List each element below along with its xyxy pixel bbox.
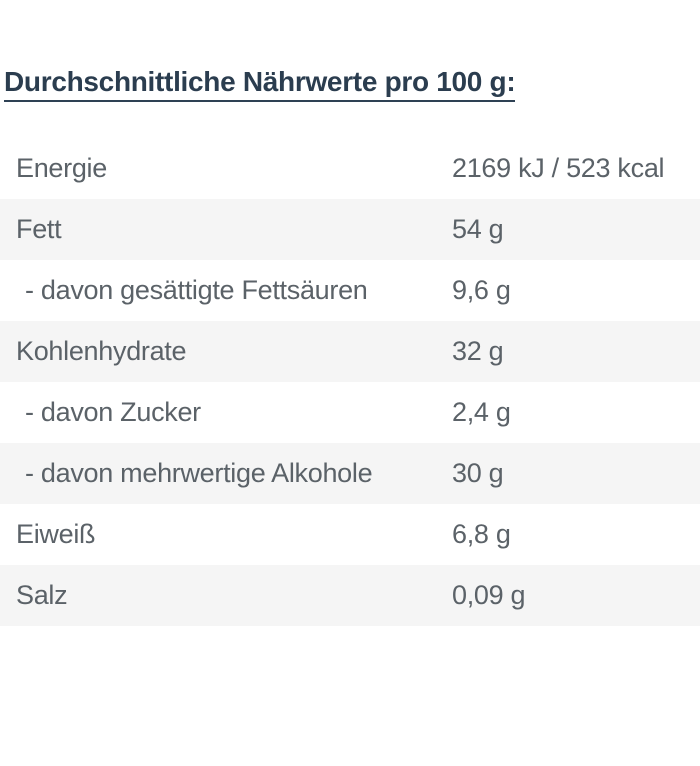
nutrient-label: - davon Zucker <box>25 397 201 427</box>
nutrient-label: - davon mehrwertige Alkohole <box>25 458 373 488</box>
nutrient-value: 0,09 g <box>452 580 526 610</box>
table-row-salz: Salz 0,09 g <box>0 565 700 626</box>
nutrition-title-text: Durchschnittliche Nährwerte pro 100 g: <box>4 66 516 102</box>
table-row-eiweiss: Eiweiß 6,8 g <box>0 504 700 565</box>
nutrition-title: Durchschnittliche Nährwerte pro 100 g: <box>4 66 700 102</box>
table-row-gesaettigte-fettsaeuren: - davon gesättigte Fettsäuren 9,6 g <box>0 260 700 321</box>
nutrient-value: 2169 kJ / 523 kcal <box>452 153 665 183</box>
nutrient-value: 54 g <box>452 214 504 244</box>
table-row-zucker: - davon Zucker 2,4 g <box>0 382 700 443</box>
nutrition-panel: Durchschnittliche Nährwerte pro 100 g: E… <box>0 66 700 766</box>
table-row-kohlenhydrate: Kohlenhydrate 32 g <box>0 321 700 382</box>
nutrient-label: Kohlenhydrate <box>16 336 187 366</box>
nutrient-value: 9,6 g <box>452 275 511 305</box>
nutrient-label: Salz <box>16 580 68 610</box>
table-row-fett: Fett 54 g <box>0 199 700 260</box>
table-row-energie: Energie 2169 kJ / 523 kcal <box>0 138 700 199</box>
nutrient-label: - davon gesättigte Fettsäuren <box>25 275 368 305</box>
nutrient-label: Eiweiß <box>16 519 96 549</box>
nutrient-label: Fett <box>16 214 62 244</box>
nutrient-value: 2,4 g <box>452 397 511 427</box>
table-row-mehrwertige-alkohole: - davon mehrwertige Alkohole 30 g <box>0 443 700 504</box>
nutrient-label: Energie <box>16 153 107 183</box>
nutrition-table: Energie 2169 kJ / 523 kcal Fett 54 g - d… <box>0 138 700 626</box>
nutrient-value: 32 g <box>452 336 504 366</box>
nutrient-value: 30 g <box>452 458 504 488</box>
nutrient-value: 6,8 g <box>452 519 511 549</box>
